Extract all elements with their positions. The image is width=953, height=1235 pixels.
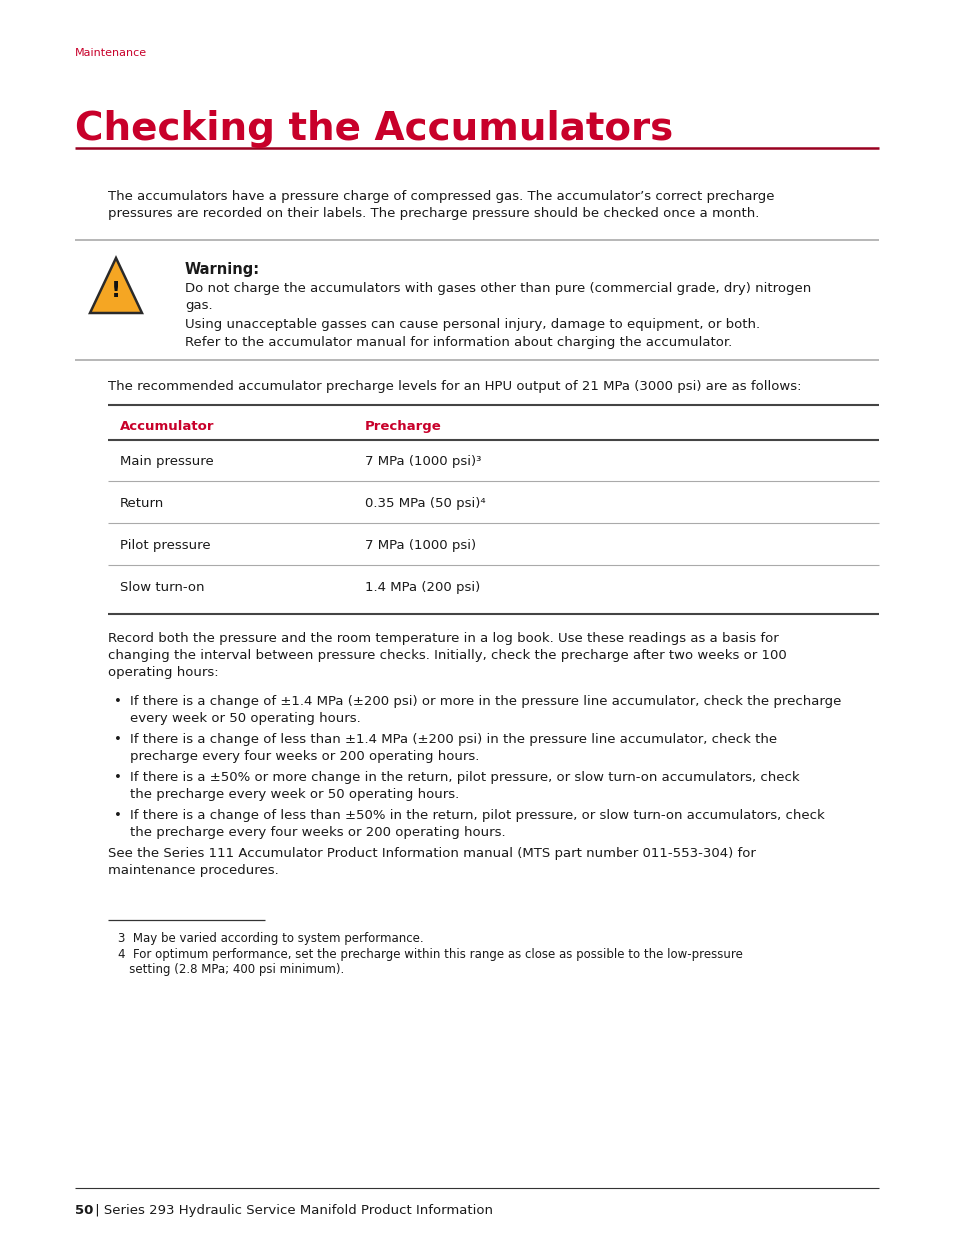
- Text: Maintenance: Maintenance: [75, 48, 147, 58]
- Text: Accumulator: Accumulator: [120, 420, 214, 433]
- Polygon shape: [90, 258, 142, 312]
- Text: Checking the Accumulators: Checking the Accumulators: [75, 110, 673, 148]
- Text: •: •: [114, 771, 122, 784]
- Text: Using unacceptable gasses can cause personal injury, damage to equipment, or bot: Using unacceptable gasses can cause pers…: [185, 317, 760, 331]
- Text: 3  May be varied according to system performance.: 3 May be varied according to system perf…: [118, 932, 423, 945]
- Text: Pilot pressure: Pilot pressure: [120, 538, 211, 552]
- Text: Warning:: Warning:: [185, 262, 260, 277]
- Text: setting (2.8 MPa; 400 psi minimum).: setting (2.8 MPa; 400 psi minimum).: [118, 963, 344, 976]
- Text: The recommended accumulator precharge levels for an HPU output of 21 MPa (3000 p: The recommended accumulator precharge le…: [108, 380, 801, 393]
- Text: Do not charge the accumulators with gases other than pure (commercial grade, dry: Do not charge the accumulators with gase…: [185, 282, 810, 312]
- Text: | Series 293 Hydraulic Service Manifold Product Information: | Series 293 Hydraulic Service Manifold …: [91, 1204, 493, 1216]
- Text: 4  For optimum performance, set the precharge within this range as close as poss: 4 For optimum performance, set the prech…: [118, 948, 742, 961]
- Text: See the Series 111 Accumulator Product Information manual (MTS part number 011-5: See the Series 111 Accumulator Product I…: [108, 847, 755, 877]
- Text: •: •: [114, 809, 122, 823]
- Text: •: •: [114, 695, 122, 708]
- Text: Main pressure: Main pressure: [120, 454, 213, 468]
- Text: Precharge: Precharge: [365, 420, 441, 433]
- Text: •: •: [114, 734, 122, 746]
- Text: 0.35 MPa (50 psi)⁴: 0.35 MPa (50 psi)⁴: [365, 496, 485, 510]
- Text: 7 MPa (1000 psi): 7 MPa (1000 psi): [365, 538, 476, 552]
- Text: 50: 50: [75, 1204, 93, 1216]
- Text: If there is a change of less than ±50% in the return, pilot pressure, or slow tu: If there is a change of less than ±50% i…: [130, 809, 824, 839]
- Text: Refer to the accumulator manual for information about charging the accumulator.: Refer to the accumulator manual for info…: [185, 336, 732, 350]
- Text: If there is a change of less than ±1.4 MPa (±200 psi) in the pressure line accum: If there is a change of less than ±1.4 M…: [130, 734, 777, 763]
- Text: The accumulators have a pressure charge of compressed gas. The accumulator’s cor: The accumulators have a pressure charge …: [108, 190, 774, 220]
- Text: Slow turn-on: Slow turn-on: [120, 580, 204, 594]
- Text: Record both the pressure and the room temperature in a log book. Use these readi: Record both the pressure and the room te…: [108, 632, 786, 679]
- Text: 1.4 MPa (200 psi): 1.4 MPa (200 psi): [365, 580, 479, 594]
- Text: 7 MPa (1000 psi)³: 7 MPa (1000 psi)³: [365, 454, 481, 468]
- Text: If there is a change of ±1.4 MPa (±200 psi) or more in the pressure line accumul: If there is a change of ±1.4 MPa (±200 p…: [130, 695, 841, 725]
- Text: !: !: [111, 282, 121, 301]
- Text: If there is a ±50% or more change in the return, pilot pressure, or slow turn-on: If there is a ±50% or more change in the…: [130, 771, 799, 802]
- Text: Return: Return: [120, 496, 164, 510]
